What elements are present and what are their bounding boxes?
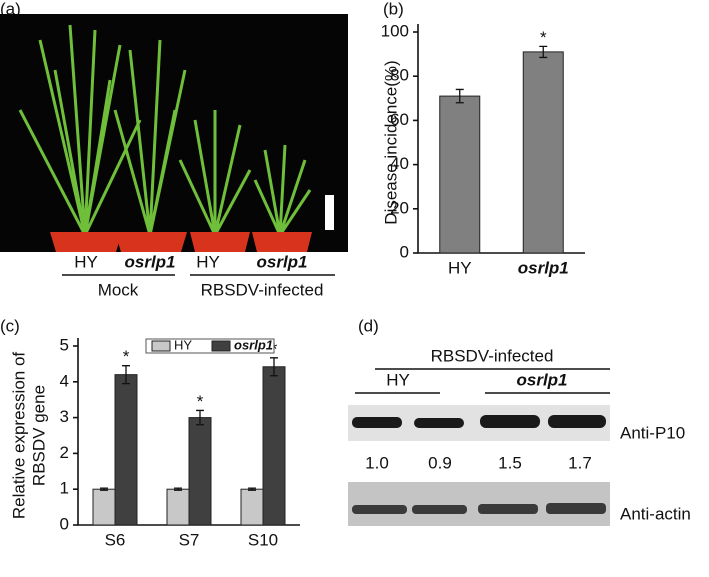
blot-group: HY [386, 370, 410, 389]
significance: * [123, 347, 130, 366]
legend-label: HY [174, 337, 192, 352]
y-tick-label: 0 [60, 514, 69, 533]
legend-label: osrlp1 [234, 337, 273, 352]
legend-box [145, 338, 275, 354]
x-tick-label: S6 [105, 530, 126, 549]
legend-swatch [151, 340, 171, 352]
error-bar [539, 45, 548, 59]
axes [77, 338, 300, 526]
bar [114, 374, 138, 526]
error-bar [248, 487, 256, 491]
blot-title: RBSDV-infected [431, 346, 554, 365]
blot-lines [355, 368, 610, 394]
y-axis-label: RBSDV gene [29, 385, 48, 486]
plant-photo [0, 14, 348, 252]
error-bar [196, 409, 204, 426]
blot-value: 1.5 [498, 453, 522, 472]
panel-label: (d) [358, 316, 379, 335]
bar [240, 488, 264, 526]
panel-label: (b) [383, 0, 404, 18]
photo-label: HY [74, 252, 98, 271]
blot-image [348, 405, 610, 526]
panel-label: (a) [0, 0, 21, 18]
y-tick-label: 1 [60, 479, 69, 498]
group-label: RBSDV-infected [201, 280, 324, 299]
photo-label: osrlp1 [256, 252, 307, 271]
bar [522, 51, 564, 254]
y-tick-label: 3 [60, 407, 69, 426]
blot-value: 1.7 [568, 453, 592, 472]
y-tick-label: 100 [381, 21, 409, 40]
error-bar [174, 487, 182, 491]
blot-group: osrlp1 [516, 370, 567, 389]
x-tick-label: S7 [179, 530, 200, 549]
significance: * [197, 392, 204, 411]
y-tick-label: 20 [390, 198, 409, 217]
blot-value: 1.0 [365, 453, 389, 472]
error-bar [455, 88, 464, 104]
bar [92, 488, 116, 526]
y-tick-label: 2 [60, 443, 69, 462]
panel-label: (c) [0, 316, 20, 335]
x-tick-label: osrlp1 [518, 258, 569, 277]
x-tick-label: S10 [248, 530, 278, 549]
y-tick-label: 60 [390, 110, 409, 129]
bar [188, 417, 212, 526]
blot-row-label: Anti-P10 [620, 423, 685, 442]
bar [166, 488, 190, 526]
error-bar [100, 487, 108, 491]
y-tick-label: 40 [390, 154, 409, 173]
photo-label: HY [196, 252, 220, 271]
y-tick-label: 5 [60, 335, 69, 354]
y-tick-label: 0 [400, 242, 409, 261]
x-tick-label: HY [448, 258, 472, 277]
photo-label: osrlp1 [124, 252, 175, 271]
y-axis-label: Disease incidence(%) [381, 60, 400, 224]
bar [439, 95, 481, 254]
bar [262, 366, 286, 526]
group-label: Mock [98, 280, 139, 299]
legend-swatch [211, 340, 231, 352]
error-bar [122, 365, 130, 385]
y-tick-label: 80 [390, 66, 409, 85]
blot-value: 0.9 [428, 453, 452, 472]
blot-row-label: Anti-actin [620, 504, 691, 523]
error-bar [270, 357, 278, 377]
significance: * [540, 28, 547, 47]
y-tick-label: 4 [60, 371, 69, 390]
y-axis-label: Relative expression of [9, 352, 28, 520]
